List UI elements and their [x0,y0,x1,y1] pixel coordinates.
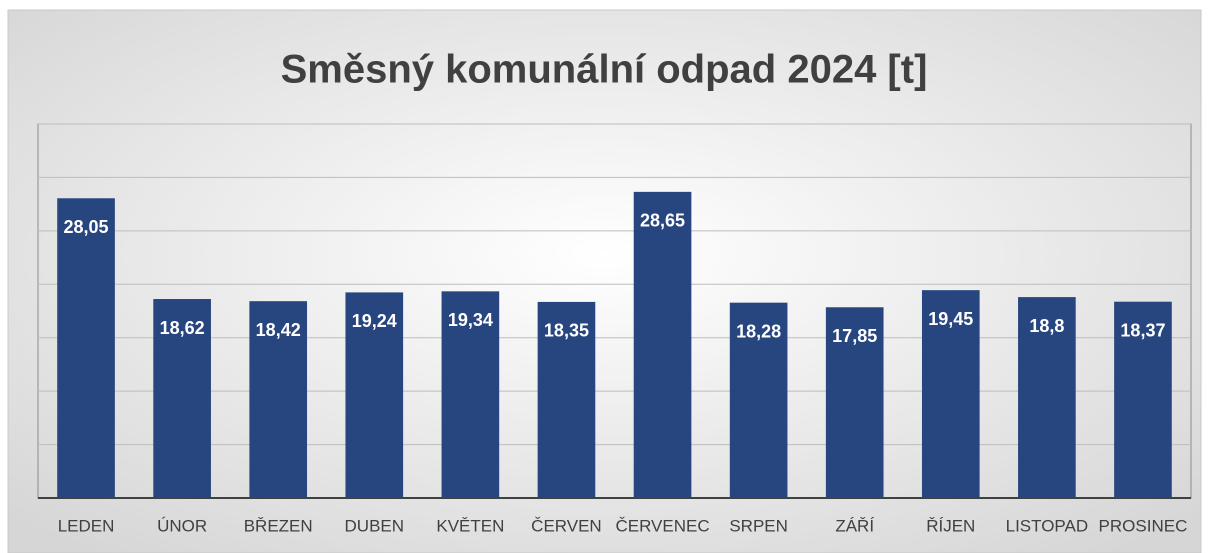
bar [825,307,884,498]
data-label: 19,24 [352,311,397,331]
data-label: 28,05 [64,217,109,237]
x-tick-label: ÚNOR [157,516,207,535]
chart-title: Směsný komunální odpad 2024 [t] [281,48,928,92]
bar [633,191,692,498]
x-tick-label: BŘEZEN [244,516,313,535]
x-tick-label: ZÁŘÍ [835,516,874,535]
bar [921,290,980,498]
x-tick-label: DUBEN [345,516,405,535]
x-tick-label: PROSINEC [1099,516,1188,535]
x-tick-label: ČERVENEC [615,516,709,535]
data-label: 19,45 [928,309,973,329]
data-label: 18,62 [160,318,205,338]
bar [153,299,211,498]
bar [345,292,404,498]
x-tick-label: LEDEN [58,516,115,535]
bar [1018,297,1076,498]
bar [729,302,788,498]
data-label: 18,28 [736,321,781,341]
data-label: 18,35 [544,321,589,341]
data-label: 18,42 [256,320,301,340]
x-tick-label: ŘÍJEN [926,516,975,535]
x-tick-label: ČERVEN [531,516,602,535]
x-tick-label: KVĚTEN [436,516,504,535]
data-label: 18,37 [1120,320,1165,340]
data-label: 28,65 [640,211,685,231]
data-label: 17,85 [832,326,877,346]
bar [57,198,115,498]
x-tick-label: LISTOPAD [1006,516,1089,535]
data-label: 18,8 [1029,316,1064,336]
data-label: 19,34 [448,310,493,330]
bar [1114,301,1172,498]
bar [249,301,308,498]
x-tick-label: SRPEN [729,516,788,535]
bar [537,301,596,498]
bar [441,291,500,498]
